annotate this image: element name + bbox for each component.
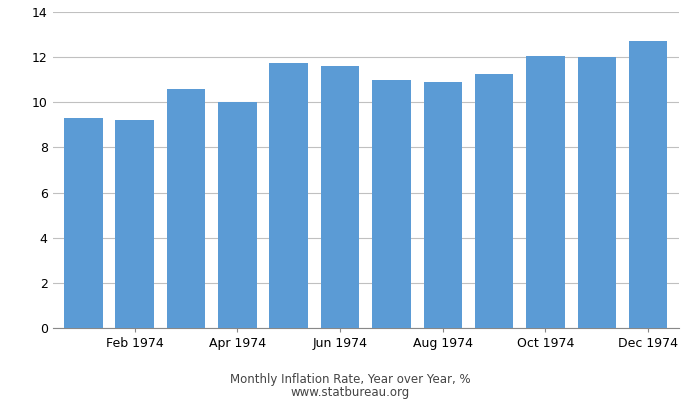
Bar xyxy=(270,63,308,328)
Bar xyxy=(372,80,411,328)
Bar xyxy=(218,102,257,328)
Text: www.statbureau.org: www.statbureau.org xyxy=(290,386,410,399)
Bar xyxy=(475,74,513,328)
Bar xyxy=(321,66,359,328)
Bar xyxy=(116,120,154,328)
Bar xyxy=(64,118,103,328)
Bar xyxy=(526,56,565,328)
Bar xyxy=(629,41,667,328)
Bar xyxy=(424,82,462,328)
Bar xyxy=(167,89,205,328)
Bar xyxy=(578,57,616,328)
Text: Monthly Inflation Rate, Year over Year, %: Monthly Inflation Rate, Year over Year, … xyxy=(230,373,470,386)
